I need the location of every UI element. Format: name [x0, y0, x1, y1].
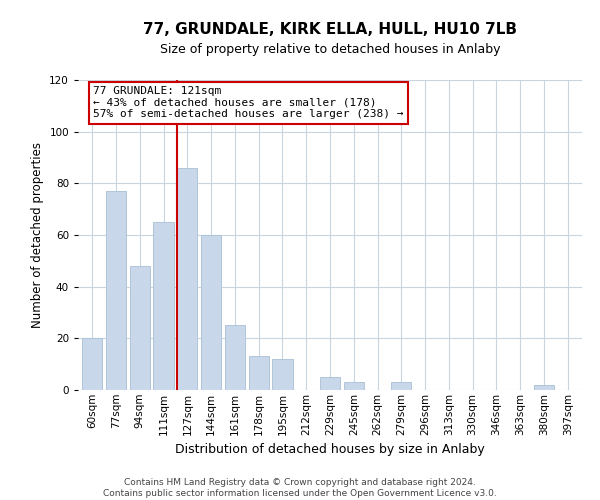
Bar	[154, 222, 173, 390]
Bar	[82, 338, 103, 390]
Bar	[320, 377, 340, 390]
Bar	[534, 385, 554, 390]
Bar	[391, 382, 412, 390]
Bar	[130, 266, 150, 390]
X-axis label: Distribution of detached houses by size in Anlaby: Distribution of detached houses by size …	[175, 443, 485, 456]
Bar	[344, 382, 364, 390]
Bar	[248, 356, 269, 390]
Text: Contains HM Land Registry data © Crown copyright and database right 2024.
Contai: Contains HM Land Registry data © Crown c…	[103, 478, 497, 498]
Bar	[177, 168, 197, 390]
Bar	[272, 359, 293, 390]
Bar	[225, 326, 245, 390]
Bar	[106, 191, 126, 390]
Bar	[201, 235, 221, 390]
Text: 77, GRUNDALE, KIRK ELLA, HULL, HU10 7LB: 77, GRUNDALE, KIRK ELLA, HULL, HU10 7LB	[143, 22, 517, 38]
Text: 77 GRUNDALE: 121sqm
← 43% of detached houses are smaller (178)
57% of semi-detac: 77 GRUNDALE: 121sqm ← 43% of detached ho…	[93, 86, 404, 120]
Text: Size of property relative to detached houses in Anlaby: Size of property relative to detached ho…	[160, 42, 500, 56]
Y-axis label: Number of detached properties: Number of detached properties	[31, 142, 44, 328]
